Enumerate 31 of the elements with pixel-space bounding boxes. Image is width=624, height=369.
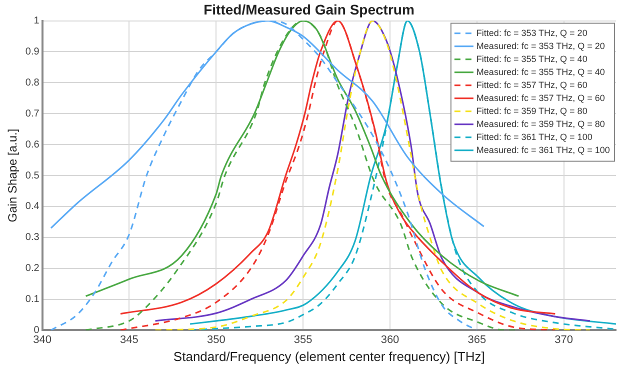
x-tick-label: 350 [206, 334, 226, 346]
y-tick-label: 1 [34, 16, 40, 27]
x-tick-label: 345 [120, 334, 138, 346]
y-tick-label: 0.1 [25, 294, 40, 306]
y-tick-label: 0.8 [25, 77, 40, 88]
legend-label: Fitted: fc = 357 THz, Q = 60 [476, 80, 588, 90]
legend-label: Measured: fc = 359 THz, Q = 80 [476, 118, 605, 129]
legend-label: Measured: fc = 357 THz, Q = 60 [476, 92, 605, 103]
y-tick-label: 0.7 [25, 108, 40, 120]
x-tick-label: 370 [554, 334, 574, 346]
y-tick-label: 0.3 [25, 232, 40, 244]
x-axis-title: Standard/Frequency (element center frequency) [THz] [173, 348, 485, 364]
x-tick-label: 360 [380, 334, 400, 346]
y-tick-label: 0.5 [25, 170, 40, 182]
y-tick-label: 0.9 [25, 46, 40, 58]
y-tick-label: 0.6 [25, 139, 40, 150]
y-tick-label: 0.2 [25, 263, 40, 274]
y-axis-title: Gain Shape [a.u.] [6, 128, 20, 222]
y-tick-label: 0.4 [25, 201, 40, 212]
legend-label: Measured: fc = 353 THz, Q = 20 [476, 40, 605, 51]
x-tick-label: 340 [33, 334, 52, 346]
x-tick-label: 355 [294, 334, 312, 346]
x-tick-label: 365 [468, 334, 486, 346]
legend-label: Fitted: fc = 359 THz, Q = 80 [476, 106, 588, 116]
legend-label: Fitted: fc = 353 THz, Q = 20 [476, 28, 588, 38]
legend-label: Measured: fc = 361 THz, Q = 100 [476, 144, 610, 155]
legend-label: Fitted: fc = 361 THz, Q = 100 [476, 132, 592, 142]
legend-label: Measured: fc = 355 THz, Q = 40 [476, 66, 605, 77]
legend-label: Fitted: fc = 355 THz, Q = 40 [476, 54, 588, 64]
chart-title: Fitted/Measured Gain Spectrum [204, 1, 414, 18]
y-tick-label: 0 [34, 324, 40, 336]
